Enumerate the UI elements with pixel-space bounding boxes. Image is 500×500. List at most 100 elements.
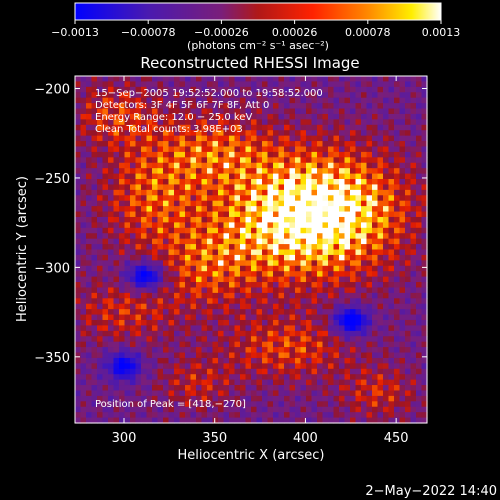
heatmap-cell: [278, 179, 285, 186]
heatmap-cell: [229, 379, 236, 386]
heatmap-cell: [416, 244, 423, 251]
heatmap-cell: [190, 179, 197, 186]
heatmap-cell: [333, 222, 340, 229]
heatmap-cell: [229, 168, 236, 175]
heatmap-cell: [245, 216, 252, 223]
heatmap-cell: [333, 254, 340, 261]
heatmap-cell: [130, 363, 137, 370]
heatmap-cell: [273, 151, 280, 158]
heatmap-cell: [273, 206, 280, 213]
heatmap-cell: [399, 86, 406, 93]
heatmap-cell: [372, 271, 379, 278]
heatmap-cell: [377, 92, 384, 99]
heatmap-cell: [135, 417, 142, 424]
heatmap-cell: [130, 325, 137, 332]
heatmap-cell: [284, 81, 291, 88]
heatmap-cell: [234, 417, 241, 424]
heatmap-cell: [163, 374, 170, 381]
heatmap-cell: [201, 260, 208, 267]
heatmap-cell: [366, 135, 373, 142]
heatmap-cell: [97, 412, 104, 419]
heatmap-cell: [300, 130, 307, 137]
heatmap-cell: [311, 108, 318, 115]
heatmap-cell: [141, 282, 148, 289]
heatmap-cell: [366, 113, 373, 120]
heatmap-cell: [383, 347, 390, 354]
heatmap-cell: [405, 314, 412, 321]
heatmap-cell: [75, 417, 82, 424]
heatmap-cell: [75, 108, 82, 115]
heatmap-cell: [394, 113, 401, 120]
heatmap-cell: [383, 298, 390, 305]
heatmap-cell: [317, 357, 324, 364]
heatmap-cell: [394, 92, 401, 99]
heatmap-cell: [355, 352, 362, 359]
heatmap-cell: [361, 141, 368, 148]
heatmap-cell: [97, 330, 104, 337]
heatmap-cell: [196, 227, 203, 234]
heatmap-cell: [421, 276, 428, 283]
heatmap-cell: [190, 357, 197, 364]
heatmap-cell: [361, 314, 368, 321]
heatmap-cell: [207, 412, 214, 419]
heatmap-cell: [295, 162, 302, 169]
heatmap-cell: [289, 406, 296, 413]
heatmap-cell: [218, 216, 225, 223]
heatmap-cell: [113, 390, 120, 397]
heatmap-cell: [168, 189, 175, 196]
heatmap-cell: [339, 330, 346, 337]
heatmap-cell: [322, 227, 329, 234]
heatmap-cell: [361, 249, 368, 256]
heatmap-cell: [201, 222, 208, 229]
heatmap-cell: [399, 103, 406, 110]
heatmap-cell: [251, 233, 258, 240]
heatmap-cell: [251, 282, 258, 289]
heatmap-cell: [295, 86, 302, 93]
heatmap-cell: [108, 298, 115, 305]
heatmap-cell: [383, 406, 390, 413]
heatmap-cell: [317, 309, 324, 316]
heatmap-cell: [157, 173, 164, 180]
heatmap-cell: [190, 222, 197, 229]
heatmap-cell: [152, 233, 159, 240]
heatmap-cell: [141, 325, 148, 332]
heatmap-cell: [75, 406, 82, 413]
heatmap-cell: [251, 401, 258, 408]
heatmap-cell: [421, 184, 428, 191]
heatmap-cell: [394, 227, 401, 234]
heatmap-cell: [163, 103, 170, 110]
heatmap-cell: [146, 135, 153, 142]
heatmap-cell: [80, 309, 87, 316]
heatmap-cell: [421, 265, 428, 272]
heatmap-cell: [168, 233, 175, 240]
heatmap-cell: [333, 76, 340, 83]
heatmap-cell: [240, 357, 247, 364]
heatmap-cell: [80, 103, 87, 110]
heatmap-cell: [339, 417, 346, 424]
heatmap-cell: [295, 151, 302, 158]
heatmap-cell: [350, 265, 357, 272]
heatmap-cell: [97, 238, 104, 245]
heatmap-cell: [234, 314, 241, 321]
heatmap-cell: [284, 146, 291, 153]
heatmap-cell: [355, 249, 362, 256]
heatmap-cell: [141, 81, 148, 88]
heatmap-cell: [174, 336, 181, 343]
heatmap-cell: [383, 92, 390, 99]
heatmap-cell: [152, 401, 159, 408]
heatmap-cell: [339, 130, 346, 137]
heatmap-cell: [399, 222, 406, 229]
heatmap-cell: [212, 211, 219, 218]
heatmap-cell: [234, 336, 241, 343]
heatmap-cell: [388, 173, 395, 180]
heatmap-cell: [399, 374, 406, 381]
heatmap-cell: [306, 216, 313, 223]
heatmap-cell: [295, 119, 302, 126]
heatmap-cell: [300, 168, 307, 175]
heatmap-cell: [410, 151, 417, 158]
heatmap-cell: [399, 265, 406, 272]
heatmap-cell: [317, 216, 324, 223]
heatmap-cell: [234, 184, 241, 191]
heatmap-cell: [75, 119, 82, 126]
heatmap-cell: [333, 162, 340, 169]
